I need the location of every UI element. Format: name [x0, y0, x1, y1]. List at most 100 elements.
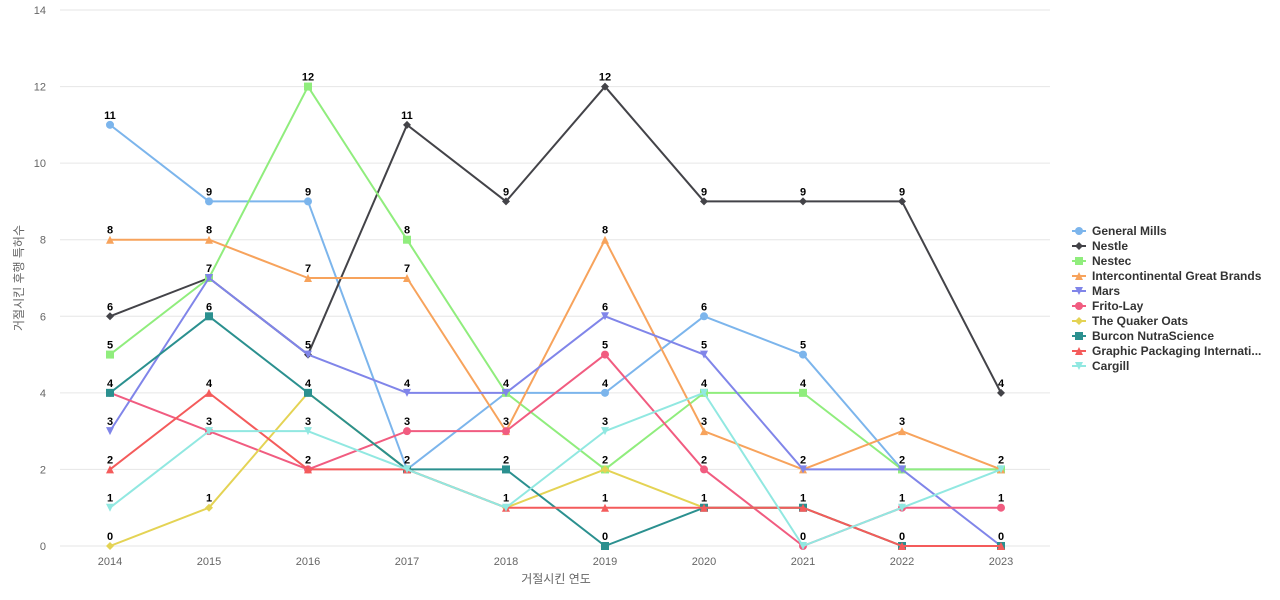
- data-point: [403, 120, 411, 129]
- legend-marker: [1075, 287, 1083, 295]
- data-label: 2: [899, 454, 905, 466]
- data-point: [304, 350, 312, 359]
- data-label: 4: [998, 378, 1005, 390]
- data-label: 4: [602, 378, 609, 390]
- data-label: 5: [701, 340, 707, 352]
- data-point: [898, 542, 906, 550]
- data-label: 4: [107, 378, 114, 390]
- y-tick-label: 4: [40, 388, 46, 400]
- legend-item[interactable]: Nestec: [1072, 254, 1132, 268]
- legend-item[interactable]: Nestle: [1072, 239, 1128, 253]
- data-label: 4: [701, 378, 708, 390]
- data-point: [304, 274, 312, 282]
- legend-item[interactable]: Graphic Packaging Internati...: [1072, 344, 1261, 358]
- data-label: 6: [206, 301, 212, 313]
- legend-item[interactable]: Intercontinental Great Brands: [1072, 269, 1262, 283]
- data-label: 1: [800, 493, 806, 505]
- data-label: 0: [998, 531, 1004, 543]
- data-point: [799, 388, 807, 397]
- legend-label: Intercontinental Great Brands: [1092, 269, 1262, 283]
- y-tick-label: 2: [40, 464, 46, 476]
- data-label: 11: [401, 110, 413, 122]
- series-lines: [106, 82, 1005, 550]
- data-label: 9: [800, 186, 806, 198]
- data-label: 12: [302, 72, 314, 84]
- data-label: 9: [503, 186, 509, 198]
- series-line: [109, 391, 1002, 547]
- y-tick-label: 12: [34, 82, 46, 94]
- legend-item[interactable]: Cargill: [1072, 359, 1129, 373]
- legend-item[interactable]: Mars: [1072, 284, 1120, 298]
- series-line: [110, 238, 1002, 471]
- data-point: [106, 120, 114, 129]
- legend-label: General Mills: [1092, 224, 1167, 238]
- data-label: 2: [107, 454, 113, 466]
- data-point: [502, 197, 510, 206]
- series-line: [109, 85, 1001, 471]
- data-label: 3: [602, 416, 608, 428]
- legend-marker: [1075, 272, 1083, 280]
- data-label: 1: [899, 493, 905, 505]
- series-line: [109, 353, 1001, 547]
- data-label: 2: [701, 454, 707, 466]
- data-label: 3: [899, 416, 905, 428]
- data-point: [403, 427, 411, 436]
- data-point: [799, 197, 807, 206]
- data-point: [700, 388, 708, 397]
- data-point: [601, 465, 609, 474]
- legend-marker: [1075, 362, 1083, 370]
- legend-item[interactable]: Burcon NutraScience: [1072, 329, 1214, 343]
- legend-marker: [1075, 242, 1083, 250]
- data-point: [403, 274, 411, 282]
- data-point: [799, 503, 807, 512]
- data-point: [403, 465, 411, 474]
- data-point: [502, 388, 510, 397]
- legend: General MillsNestleNestecIntercontinenta…: [1072, 224, 1262, 373]
- y-axis-title: 거절시킨 후행 특허수: [11, 225, 26, 331]
- data-point: [304, 388, 312, 397]
- legend-marker: [1075, 257, 1083, 265]
- data-label: 2: [503, 454, 509, 466]
- data-point: [601, 235, 609, 244]
- data-point: [601, 312, 609, 321]
- x-tick-label: 2019: [593, 556, 617, 568]
- legend-label: Mars: [1092, 284, 1120, 298]
- data-label: 3: [206, 416, 212, 428]
- data-point: [898, 465, 906, 474]
- legend-item[interactable]: General Mills: [1072, 224, 1167, 238]
- x-axis-ticks: 2014 2015 2016 2017 2018 2019 2020 2021 2022 2023: [98, 556, 1013, 568]
- data-label: 9: [701, 186, 707, 198]
- data-labels: 1186543210987643112975432118743294321128…: [104, 72, 1005, 543]
- x-tick-label: 2017: [395, 556, 419, 568]
- data-point: [205, 235, 213, 244]
- legend-label: Graphic Packaging Internati...: [1092, 344, 1261, 358]
- data-point: [502, 465, 510, 474]
- data-point: [700, 427, 708, 436]
- y-tick-label: 8: [40, 235, 46, 247]
- data-label: 4: [206, 378, 213, 390]
- data-point: [898, 197, 906, 206]
- legend-label: Nestle: [1092, 239, 1128, 253]
- legend-label: Burcon NutraScience: [1092, 329, 1214, 343]
- data-label: 2: [800, 454, 806, 466]
- data-label: 3: [305, 416, 311, 428]
- data-point: [304, 82, 312, 91]
- legend-item[interactable]: The Quaker Oats: [1072, 314, 1188, 328]
- data-label: 0: [107, 531, 113, 543]
- data-point: [700, 312, 708, 321]
- x-tick-label: 2014: [98, 556, 122, 568]
- x-tick-label: 2018: [494, 556, 518, 568]
- data-point: [601, 82, 609, 91]
- y-axis-ticks: 0 2 4 6 8 10 12 14: [34, 5, 46, 553]
- y-tick-label: 14: [34, 5, 46, 17]
- legend-marker: [1075, 347, 1083, 355]
- x-tick-label: 2021: [791, 556, 815, 568]
- data-label: 0: [899, 531, 905, 543]
- data-point: [601, 427, 609, 436]
- legend-item[interactable]: Frito-Lay: [1072, 299, 1144, 313]
- data-label: 3: [107, 416, 113, 428]
- series-cargill: [106, 388, 1005, 550]
- x-tick-label: 2022: [890, 556, 914, 568]
- data-point: [799, 542, 807, 550]
- data-label: 1: [998, 493, 1004, 505]
